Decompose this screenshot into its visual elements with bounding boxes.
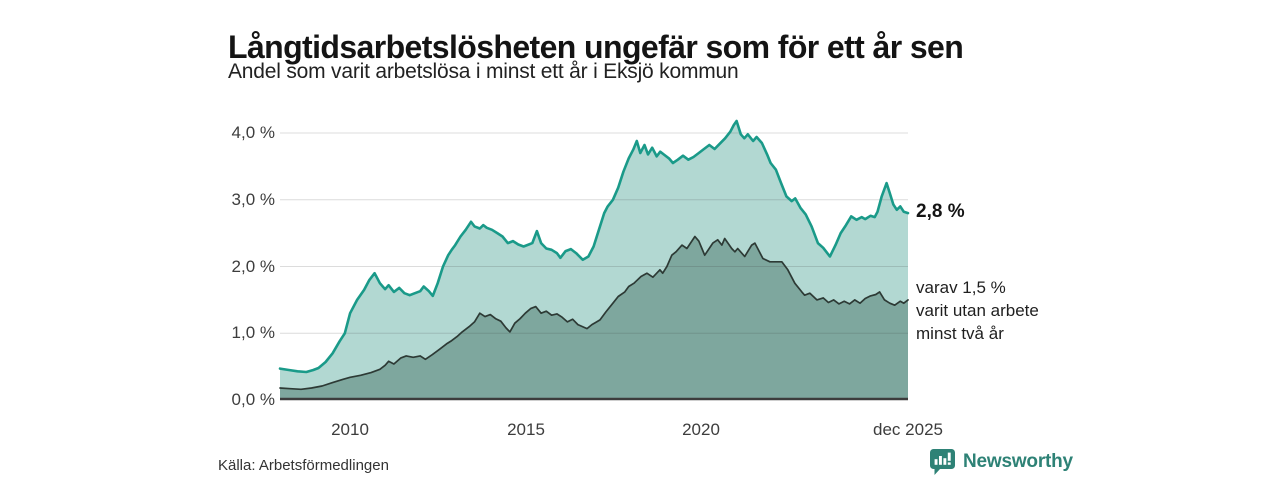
x-axis-tick-label: 2015: [507, 420, 545, 439]
secondary-value-annotation: varav 1,5 % varit utan arbete minst två …: [916, 276, 1039, 345]
series-line-1: [279, 235, 909, 391]
page-subtitle: Andel som varit arbetslösa i minst ett å…: [228, 60, 739, 83]
secondary-annotation-line: minst två år: [916, 324, 1004, 343]
y-axis-tick-label: 2,0 %: [231, 257, 275, 276]
brand-logo: Newsworthy: [929, 448, 1073, 476]
x-axis-tick-label: 2020: [682, 420, 720, 439]
series-line-0: [278, 119, 910, 374]
bar-chart-speech-bubble-icon: [929, 448, 956, 476]
y-axis-tick-label: 4,0 %: [231, 123, 275, 142]
x-axis-tick-label: dec 2025: [873, 420, 943, 439]
y-axis-tick-label: 3,0 %: [231, 190, 275, 209]
latest-value-annotation: 2,8 %: [916, 201, 965, 222]
page-title: Långtidsarbetslösheten ungefär som för e…: [228, 29, 964, 66]
source-attribution: Källa: Arbetsförmedlingen: [218, 457, 389, 474]
secondary-annotation-line: varit utan arbete: [916, 301, 1039, 320]
x-axis-tick-label: 2010: [331, 420, 369, 439]
brand-name: Newsworthy: [963, 451, 1073, 472]
series-area-1: [280, 236, 908, 400]
y-axis-tick-label: 0,0 %: [231, 390, 275, 409]
y-axis-tick-label: 1,0 %: [231, 323, 275, 342]
secondary-annotation-line: varav 1,5 %: [916, 278, 1006, 297]
